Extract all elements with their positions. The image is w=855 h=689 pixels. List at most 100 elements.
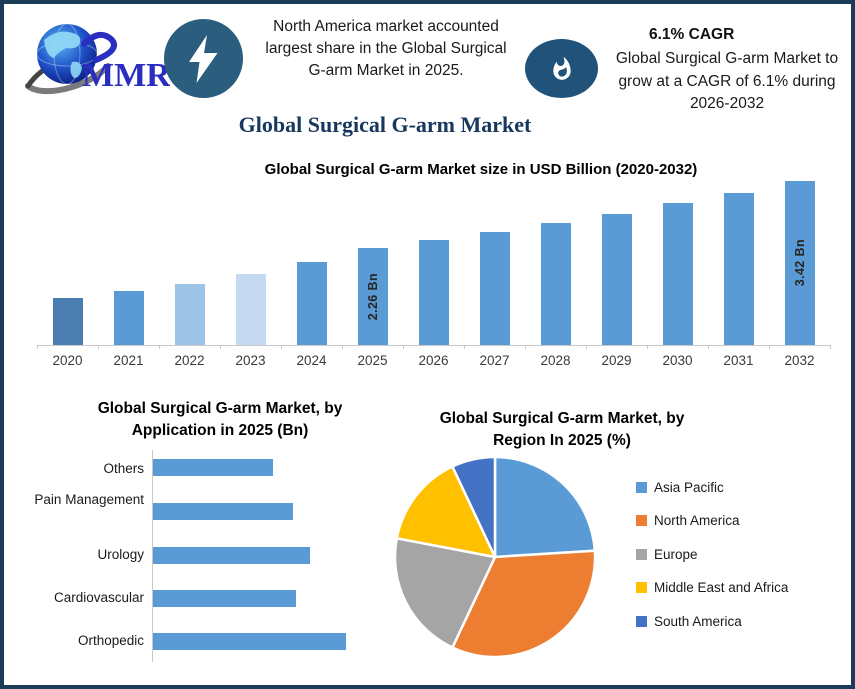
mmr-logo: MMR bbox=[22, 14, 171, 98]
x-tick-label-2022: 2022 bbox=[174, 353, 205, 368]
bar-2028 bbox=[540, 223, 571, 345]
x-axis-tick bbox=[769, 345, 770, 349]
bar-2022 bbox=[174, 284, 205, 345]
flame-badge bbox=[525, 39, 598, 98]
headline-callout: North America market accounted largest s… bbox=[243, 16, 529, 82]
x-axis-tick bbox=[342, 345, 343, 349]
legend-label: South America bbox=[654, 613, 742, 629]
headline-line: G-arm Market in 2025. bbox=[308, 62, 464, 79]
x-axis-tick bbox=[159, 345, 160, 349]
bar-orthopedic bbox=[153, 633, 346, 650]
application-chart-title: Global Surgical G-arm Market, by Applica… bbox=[35, 398, 405, 442]
flame-icon bbox=[552, 56, 571, 80]
lightning-badge bbox=[164, 19, 243, 98]
x-tick-label-2024: 2024 bbox=[296, 353, 327, 368]
bar-cardiovascular bbox=[153, 590, 296, 607]
region-chart-title: Global Surgical G-arm Market, by Region … bbox=[395, 408, 729, 452]
bar-others bbox=[153, 459, 273, 476]
headline-line: North America market accounted bbox=[273, 18, 499, 35]
brand-text: MMR bbox=[82, 57, 170, 94]
x-axis-tick bbox=[830, 345, 831, 349]
legend-item-europe: Europe bbox=[636, 546, 698, 562]
pie-slice-europe bbox=[393, 537, 497, 649]
bar-pain-management bbox=[153, 503, 293, 520]
x-tick-label-2028: 2028 bbox=[540, 353, 571, 368]
bar-2027 bbox=[479, 232, 510, 345]
x-tick-label-2023: 2023 bbox=[235, 353, 266, 368]
cagr-text: Global Surgical G-arm Market to grow at … bbox=[603, 48, 851, 116]
legend-label: North America bbox=[654, 513, 740, 528]
bar-2030 bbox=[662, 203, 693, 345]
x-axis-tick bbox=[708, 345, 709, 349]
bar-2025: 2.26 Bn bbox=[357, 248, 388, 345]
legend-item-middle-east-and-africa: Middle East and Africa bbox=[636, 580, 789, 595]
lightning-icon bbox=[188, 34, 217, 83]
bar-data-label: 3.42 Bn bbox=[792, 239, 807, 287]
headline-line: largest share in the Global Surgical bbox=[265, 40, 507, 57]
x-tick-label-2021: 2021 bbox=[113, 353, 144, 368]
x-tick-label-2031: 2031 bbox=[723, 353, 754, 368]
bar-2029 bbox=[601, 214, 632, 345]
cagr-line: grow at a CAGR of 6.1% during bbox=[618, 72, 836, 90]
x-tick-label-2030: 2030 bbox=[662, 353, 693, 368]
legend-swatch-icon bbox=[636, 582, 647, 593]
cagr-callout: 6.1% CAGR Global Surgical G-arm Market t… bbox=[603, 26, 851, 116]
bar-data-label-wrap: 3.42 Bn bbox=[785, 181, 815, 345]
bar-urology bbox=[153, 547, 310, 564]
market-size-bar-chart: 2020 2021 2022 2023 2024 2.26 Bn 2025 2026 2027 2… bbox=[4, 4, 851, 384]
x-tick-label-2027: 2027 bbox=[479, 353, 510, 368]
x-axis-tick bbox=[37, 345, 38, 349]
x-axis-tick bbox=[220, 345, 221, 349]
x-axis-tick bbox=[586, 345, 587, 349]
bar-2021 bbox=[113, 291, 144, 345]
pie-slice-middle-east-and-africa bbox=[395, 465, 497, 559]
pie-slice-south-america bbox=[451, 455, 497, 559]
cagr-heading: 6.1% CAGR bbox=[649, 26, 735, 43]
bar-data-label: 2.26 Bn bbox=[365, 272, 380, 321]
x-axis-tick bbox=[281, 345, 282, 349]
globe-swoosh-icon: MMR bbox=[25, 23, 171, 95]
x-axis-tick bbox=[525, 345, 526, 349]
category-label-pain-management: Pain Management bbox=[34, 492, 144, 507]
bar-2032: 3.42 Bn bbox=[784, 181, 815, 345]
region-title-line: Global Surgical G-arm Market, by bbox=[439, 410, 685, 427]
legend-swatch-icon bbox=[636, 481, 647, 493]
bar-data-label-wrap: 2.26 Bn bbox=[358, 248, 388, 345]
cagr-line: Global Surgical G-arm Market to bbox=[615, 50, 839, 67]
application-axis-line bbox=[152, 450, 153, 662]
x-axis-tick bbox=[647, 345, 648, 349]
legend-item-south-america: South America bbox=[636, 613, 742, 629]
pie-slice-north-america bbox=[451, 549, 597, 659]
legend-label: Europe bbox=[654, 546, 698, 562]
application-title-line: Global Surgical G-arm Market, by bbox=[97, 400, 343, 417]
x-tick-label-2032: 2032 bbox=[784, 353, 815, 368]
application-title-line: Application in 2025 (Bn) bbox=[131, 422, 309, 439]
category-label-orthopedic: Orthopedic bbox=[77, 633, 144, 648]
barchart-title: Global Surgical G-arm Market size in USD… bbox=[264, 161, 698, 178]
bar-2031 bbox=[723, 193, 754, 345]
category-label-cardiovascular: Cardiovascular bbox=[53, 590, 144, 605]
legend-swatch-icon bbox=[636, 515, 647, 526]
bar-2023 bbox=[235, 274, 266, 345]
bar-2024 bbox=[296, 262, 327, 345]
legend-label: Asia Pacific bbox=[654, 479, 724, 495]
category-label-others: Others bbox=[103, 461, 144, 476]
x-axis-line bbox=[37, 345, 831, 346]
legend-swatch-icon bbox=[636, 615, 647, 627]
region-pie-chart bbox=[393, 455, 597, 659]
category-label-urology: Urology bbox=[97, 547, 144, 562]
x-axis-tick bbox=[98, 345, 99, 349]
pie-slice-asia-pacific bbox=[493, 455, 597, 559]
x-axis-tick bbox=[403, 345, 404, 349]
region-title-line: Region In 2025 (%) bbox=[493, 432, 631, 449]
page-title: Global Surgical G-arm Market bbox=[238, 112, 532, 137]
legend-label: Middle East and Africa bbox=[654, 580, 789, 595]
x-tick-label-2020: 2020 bbox=[52, 353, 83, 368]
legend-item-asia-pacific: Asia Pacific bbox=[636, 479, 724, 495]
x-axis-tick bbox=[464, 345, 465, 349]
x-tick-label-2029: 2029 bbox=[601, 353, 632, 368]
legend-item-north-america: North America bbox=[636, 513, 740, 528]
cagr-line: 2026-2032 bbox=[689, 95, 765, 112]
x-tick-label-2025: 2025 bbox=[357, 353, 388, 368]
